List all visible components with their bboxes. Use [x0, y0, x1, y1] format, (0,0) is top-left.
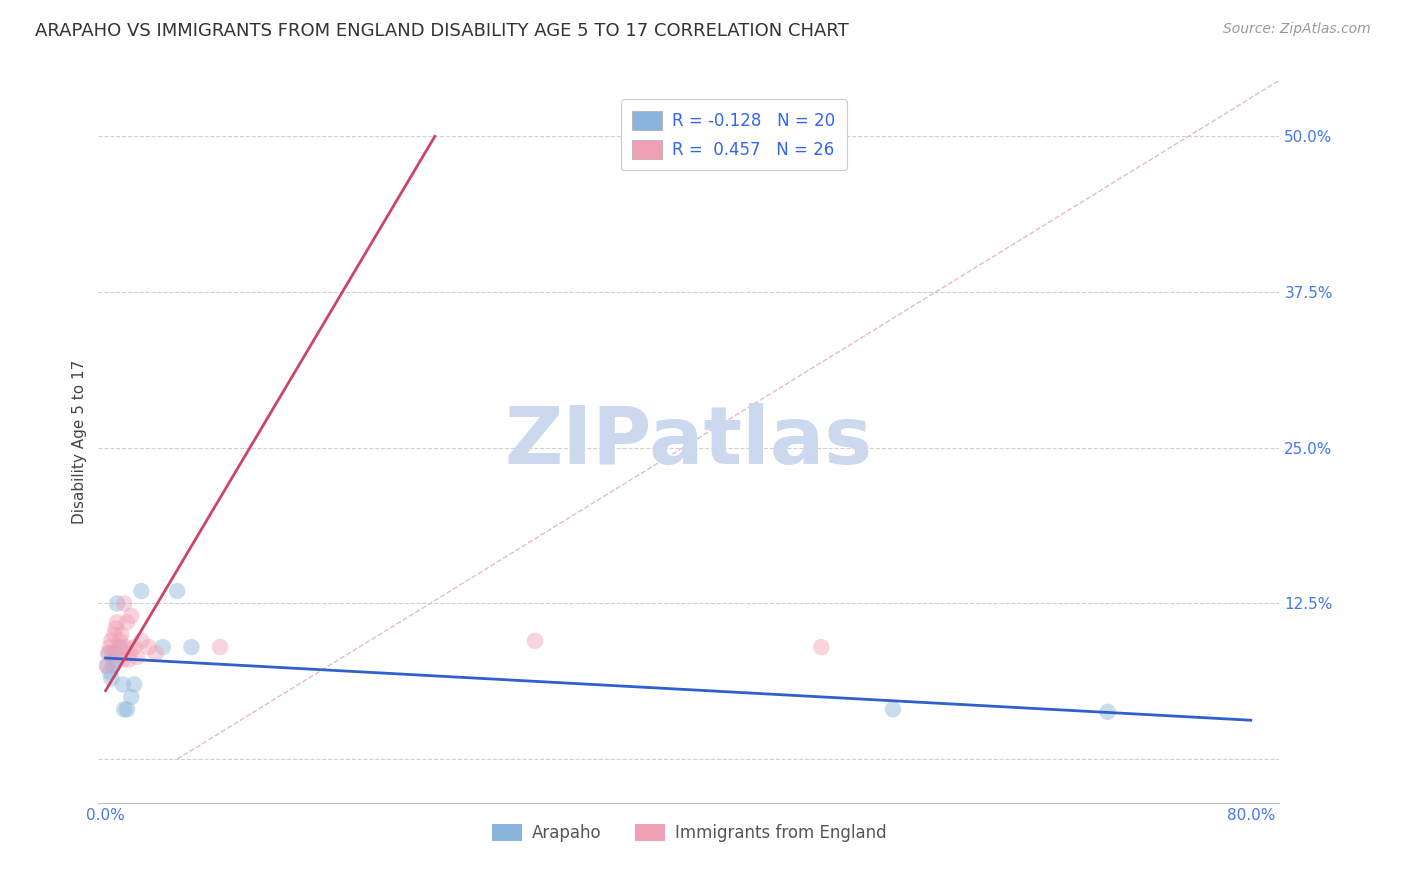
Point	[105, 615, 128, 630]
Point	[96, 658, 118, 673]
Point	[108, 633, 131, 648]
Point	[97, 646, 120, 660]
Point	[108, 640, 131, 654]
Point	[101, 646, 124, 660]
Point	[118, 646, 141, 660]
Point	[209, 640, 232, 654]
Point	[112, 597, 135, 611]
Point	[104, 621, 127, 635]
Point	[524, 633, 547, 648]
Point	[105, 597, 128, 611]
Point	[120, 609, 142, 624]
Point	[810, 640, 832, 654]
Point	[125, 650, 148, 665]
Point	[103, 652, 125, 666]
Point	[122, 640, 145, 654]
Point	[882, 702, 904, 716]
Point	[120, 690, 142, 704]
Point	[145, 646, 167, 660]
Point	[101, 658, 124, 673]
Point	[98, 640, 121, 654]
Text: ARAPAHO VS IMMIGRANTS FROM ENGLAND DISABILITY AGE 5 TO 17 CORRELATION CHART: ARAPAHO VS IMMIGRANTS FROM ENGLAND DISAB…	[35, 22, 849, 40]
Text: Source: ZipAtlas.com: Source: ZipAtlas.com	[1223, 22, 1371, 37]
Point	[1097, 705, 1119, 719]
Point	[104, 646, 127, 660]
Point	[98, 665, 121, 679]
Point	[112, 702, 135, 716]
Point	[100, 671, 122, 685]
Point	[131, 584, 153, 599]
Point	[152, 640, 174, 654]
Y-axis label: Disability Age 5 to 17: Disability Age 5 to 17	[72, 359, 87, 524]
Point	[115, 702, 138, 716]
Point	[115, 615, 138, 630]
Legend: Arapaho, Immigrants from England: Arapaho, Immigrants from England	[485, 817, 893, 848]
Point	[111, 677, 134, 691]
Text: ZIPatlas: ZIPatlas	[505, 402, 873, 481]
Point	[110, 627, 132, 641]
Point	[103, 627, 125, 641]
Point	[114, 640, 136, 654]
Point	[111, 652, 134, 666]
Point	[117, 652, 139, 666]
Point	[138, 640, 160, 654]
Point	[107, 640, 129, 654]
Point	[166, 584, 188, 599]
Point	[97, 646, 120, 660]
Point	[96, 658, 118, 673]
Point	[131, 633, 153, 648]
Point	[180, 640, 202, 654]
Point	[100, 633, 122, 648]
Point	[122, 677, 145, 691]
